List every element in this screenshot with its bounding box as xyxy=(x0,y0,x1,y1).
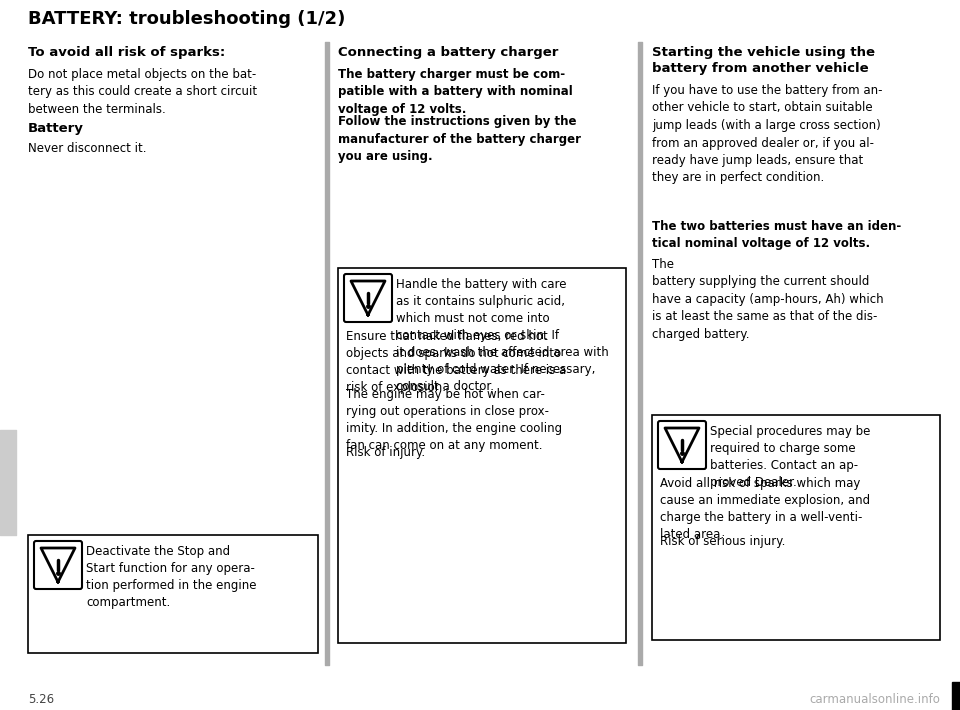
Text: carmanualsonline.info: carmanualsonline.info xyxy=(809,693,940,706)
Text: The two batteries must have an iden-
tical nominal voltage of 12 volts.: The two batteries must have an iden- tic… xyxy=(652,220,901,251)
Text: Handle the battery with care
as it contains sulphuric acid,
which must not come : Handle the battery with care as it conta… xyxy=(396,278,609,393)
Polygon shape xyxy=(41,548,75,582)
Text: Risk of serious injury.: Risk of serious injury. xyxy=(660,535,785,548)
Text: Special procedures may be
required to charge some
batteries. Contact an ap-
prov: Special procedures may be required to ch… xyxy=(710,425,871,489)
Text: If you have to use the battery from an-
other vehicle to start, obtain suitable
: If you have to use the battery from an- … xyxy=(652,84,882,185)
Text: Follow the instructions given by the
manufacturer of the battery charger
you are: Follow the instructions given by the man… xyxy=(338,115,581,163)
Text: BATTERY: troubleshooting (1/2): BATTERY: troubleshooting (1/2) xyxy=(28,10,346,28)
FancyBboxPatch shape xyxy=(344,274,392,322)
Text: The
battery supplying the current should
have a capacity (amp-hours, Ah) which
i: The battery supplying the current should… xyxy=(652,258,883,341)
Text: To avoid all risk of sparks:: To avoid all risk of sparks: xyxy=(28,46,226,59)
Text: Battery: Battery xyxy=(28,122,84,135)
Text: Connecting a battery charger: Connecting a battery charger xyxy=(338,46,559,59)
FancyBboxPatch shape xyxy=(28,535,318,653)
Text: Avoid all risk of sparks which may
cause an immediate explosion, and
charge the : Avoid all risk of sparks which may cause… xyxy=(660,477,870,541)
Text: The battery charger must be com-
patible with a battery with nominal
voltage of : The battery charger must be com- patible… xyxy=(338,68,573,116)
FancyBboxPatch shape xyxy=(34,541,82,589)
Bar xyxy=(952,682,960,710)
Text: The engine may be hot when car-
rying out operations in close prox-
imity. In ad: The engine may be hot when car- rying ou… xyxy=(346,388,563,452)
Polygon shape xyxy=(665,428,699,462)
Polygon shape xyxy=(351,281,385,315)
Text: Never disconnect it.: Never disconnect it. xyxy=(28,142,147,155)
Text: Deactivate the Stop and
Start function for any opera-
tion performed in the engi: Deactivate the Stop and Start function f… xyxy=(86,545,256,609)
Text: Ensure that naked flames, red hot
objects and sparks do not come into
contact wi: Ensure that naked flames, red hot object… xyxy=(346,330,566,394)
FancyBboxPatch shape xyxy=(652,415,940,640)
Text: 5.26: 5.26 xyxy=(28,693,54,706)
FancyBboxPatch shape xyxy=(338,268,626,643)
Text: Do not place metal objects on the bat-
tery as this could create a short circuit: Do not place metal objects on the bat- t… xyxy=(28,68,257,116)
FancyBboxPatch shape xyxy=(658,421,706,469)
Text: Starting the vehicle using the
battery from another vehicle: Starting the vehicle using the battery f… xyxy=(652,46,875,75)
Text: Risk of injury.: Risk of injury. xyxy=(346,446,425,459)
